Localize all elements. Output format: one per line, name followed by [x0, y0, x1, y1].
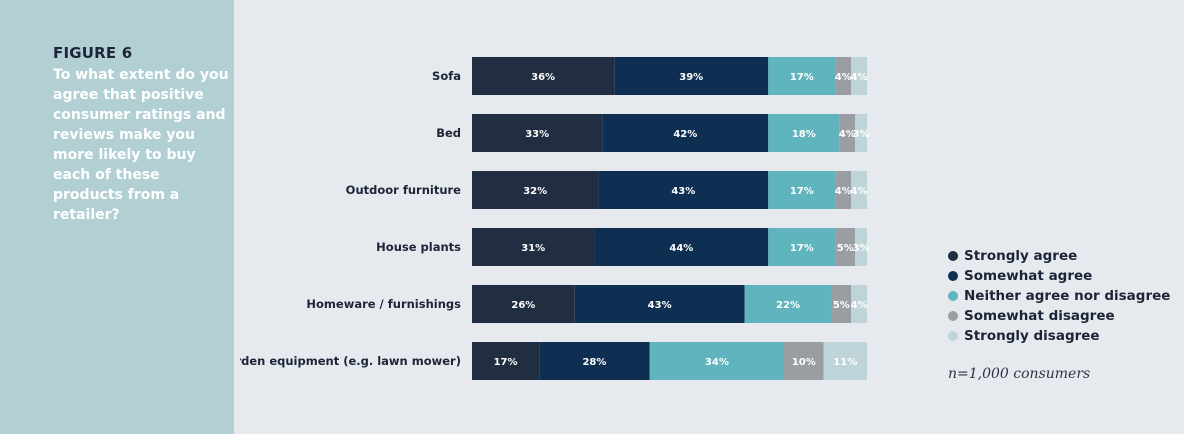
category-label-garden-equipment-e-g-lawn-mower: Garden equipment (e.g. lawn mower) — [240, 354, 461, 368]
data-label-sofa-strongly-disagree: 4% — [851, 72, 868, 83]
bar-segment-bed-somewhat-agree — [602, 114, 769, 152]
data-label-house-plants-strongly-agree: 31% — [521, 243, 545, 254]
bar-segment-house-plants-neither-agree-nor-disagree — [768, 228, 836, 266]
data-label-bed-somewhat-agree: 42% — [673, 129, 697, 140]
data-label-garden-equipment-e-g-lawn-mower-strongly-disagree: 11% — [833, 357, 857, 368]
legend-swatch — [948, 331, 958, 341]
legend-label: Neither agree nor disagree — [964, 288, 1171, 304]
bar-segment-house-plants-strongly-disagree — [855, 228, 867, 266]
stacked-bar-chart: Sofa 36% 39% 17% 4%4%Bed 33% 42% 18% 4%3%Outdoor… — [240, 57, 870, 380]
data-label-homeware-furnishings-somewhat-disagree: 5% — [833, 300, 850, 311]
data-label-bed-neither-agree-nor-disagree: 18% — [792, 129, 816, 140]
legend-swatch — [948, 251, 958, 261]
bar-segment-garden-equipment-e-g-lawn-mower-neither-agree-nor-disagree — [649, 342, 785, 380]
data-label-outdoor-furniture-somewhat-agree: 43% — [671, 186, 695, 197]
figure-label: FIGURE 6 — [53, 44, 133, 62]
bar-segment-sofa-somewhat-disagree — [835, 57, 852, 95]
legend-label: Somewhat agree — [964, 268, 1093, 284]
data-label-sofa-somewhat-agree: 39% — [679, 72, 703, 83]
data-label-outdoor-furniture-strongly-disagree: 4% — [851, 186, 868, 197]
data-label-garden-equipment-e-g-lawn-mower-strongly-agree: 17% — [494, 357, 518, 368]
bar-segment-bed-strongly-agree — [472, 114, 603, 152]
data-label-house-plants-somewhat-disagree: 5% — [837, 243, 854, 254]
bar-segment-homeware-furnishings-strongly-disagree — [851, 285, 867, 323]
data-label-house-plants-neither-agree-nor-disagree: 17% — [790, 243, 814, 254]
category-label-bed: Bed — [436, 126, 461, 140]
figure-question: To what extent do you agree that positiv… — [53, 67, 229, 223]
data-label-homeware-furnishings-somewhat-agree: 43% — [648, 300, 672, 311]
bar-segment-garden-equipment-e-g-lawn-mower-strongly-disagree — [823, 342, 867, 380]
bar-segment-house-plants-somewhat-agree — [594, 228, 769, 266]
legend-item-strongly-disagree: Strongly disagree — [948, 326, 1170, 346]
bar-segment-homeware-furnishings-neither-agree-nor-disagree — [744, 285, 832, 323]
bar-segment-outdoor-furniture-strongly-agree — [472, 171, 599, 209]
data-label-outdoor-furniture-somewhat-disagree: 4% — [835, 186, 852, 197]
bar-segment-outdoor-furniture-neither-agree-nor-disagree — [768, 171, 836, 209]
bar-segment-bed-strongly-disagree — [855, 114, 867, 152]
legend-item-neither-agree-nor-disagree: Neither agree nor disagree — [948, 286, 1170, 306]
legend-item-strongly-agree: Strongly agree — [948, 246, 1170, 266]
legend-swatch — [948, 271, 958, 281]
figure-sidebar: FIGURE 6 To what extent do you agree tha… — [0, 0, 234, 434]
sample-size-note: n=1,000 consumers — [948, 366, 1091, 382]
bar-segment-house-plants-strongly-agree — [472, 228, 595, 266]
data-label-garden-equipment-e-g-lawn-mower-somewhat-agree: 28% — [582, 357, 606, 368]
data-label-bed-strongly-disagree: 3% — [853, 129, 870, 140]
bar-segment-sofa-strongly-agree — [472, 57, 615, 95]
bar-segment-homeware-furnishings-somewhat-agree — [574, 285, 745, 323]
data-label-sofa-neither-agree-nor-disagree: 17% — [790, 72, 814, 83]
bar-segment-garden-equipment-e-g-lawn-mower-somewhat-agree — [539, 342, 650, 380]
legend-swatch — [948, 311, 958, 321]
category-label-homeware-furnishings: Homeware / furnishings — [306, 297, 461, 311]
bar-segment-outdoor-furniture-somewhat-disagree — [835, 171, 852, 209]
category-label-sofa: Sofa — [432, 69, 461, 83]
legend-item-somewhat-disagree: Somewhat disagree — [948, 306, 1170, 326]
data-label-outdoor-furniture-neither-agree-nor-disagree: 17% — [790, 186, 814, 197]
bar-segment-sofa-strongly-disagree — [851, 57, 867, 95]
data-label-house-plants-strongly-disagree: 3% — [853, 243, 870, 254]
legend-swatch — [948, 291, 958, 301]
data-label-outdoor-furniture-strongly-agree: 32% — [523, 186, 547, 197]
data-label-bed-somewhat-disagree: 4% — [839, 129, 856, 140]
bar-segment-homeware-furnishings-strongly-agree — [472, 285, 575, 323]
data-label-garden-equipment-e-g-lawn-mower-somewhat-disagree: 10% — [792, 357, 816, 368]
legend-label: Strongly agree — [964, 248, 1078, 264]
chart-legend: Strongly agree Somewhat agree Neither agre… — [948, 246, 1170, 346]
data-label-homeware-furnishings-strongly-agree: 26% — [511, 300, 535, 311]
bar-segment-outdoor-furniture-strongly-disagree — [851, 171, 867, 209]
bar-segment-sofa-neither-agree-nor-disagree — [768, 57, 836, 95]
bar-segment-homeware-furnishings-somewhat-disagree — [831, 285, 852, 323]
bar-segment-bed-neither-agree-nor-disagree — [768, 114, 840, 152]
legend-label: Somewhat disagree — [964, 308, 1115, 324]
data-label-homeware-furnishings-neither-agree-nor-disagree: 22% — [776, 300, 800, 311]
category-label-outdoor-furniture: Outdoor furniture — [346, 183, 462, 197]
legend-item-somewhat-agree: Somewhat agree — [948, 266, 1170, 286]
bar-segment-garden-equipment-e-g-lawn-mower-somewhat-disagree — [784, 342, 824, 380]
bar-segment-house-plants-somewhat-disagree — [835, 228, 856, 266]
data-label-sofa-somewhat-disagree: 4% — [835, 72, 852, 83]
data-label-homeware-furnishings-strongly-disagree: 4% — [851, 300, 868, 311]
data-label-bed-strongly-agree: 33% — [525, 129, 549, 140]
data-label-sofa-strongly-agree: 36% — [531, 72, 555, 83]
category-label-house-plants: House plants — [376, 240, 461, 254]
legend-label: Strongly disagree — [964, 328, 1100, 344]
bar-segment-garden-equipment-e-g-lawn-mower-strongly-agree — [472, 342, 540, 380]
data-label-house-plants-somewhat-agree: 44% — [669, 243, 693, 254]
data-label-garden-equipment-e-g-lawn-mower-neither-agree-nor-disagree: 34% — [705, 357, 729, 368]
bar-segment-sofa-somewhat-agree — [614, 57, 769, 95]
bar-segment-bed-somewhat-disagree — [839, 114, 856, 152]
bar-segment-outdoor-furniture-somewhat-agree — [598, 171, 769, 209]
